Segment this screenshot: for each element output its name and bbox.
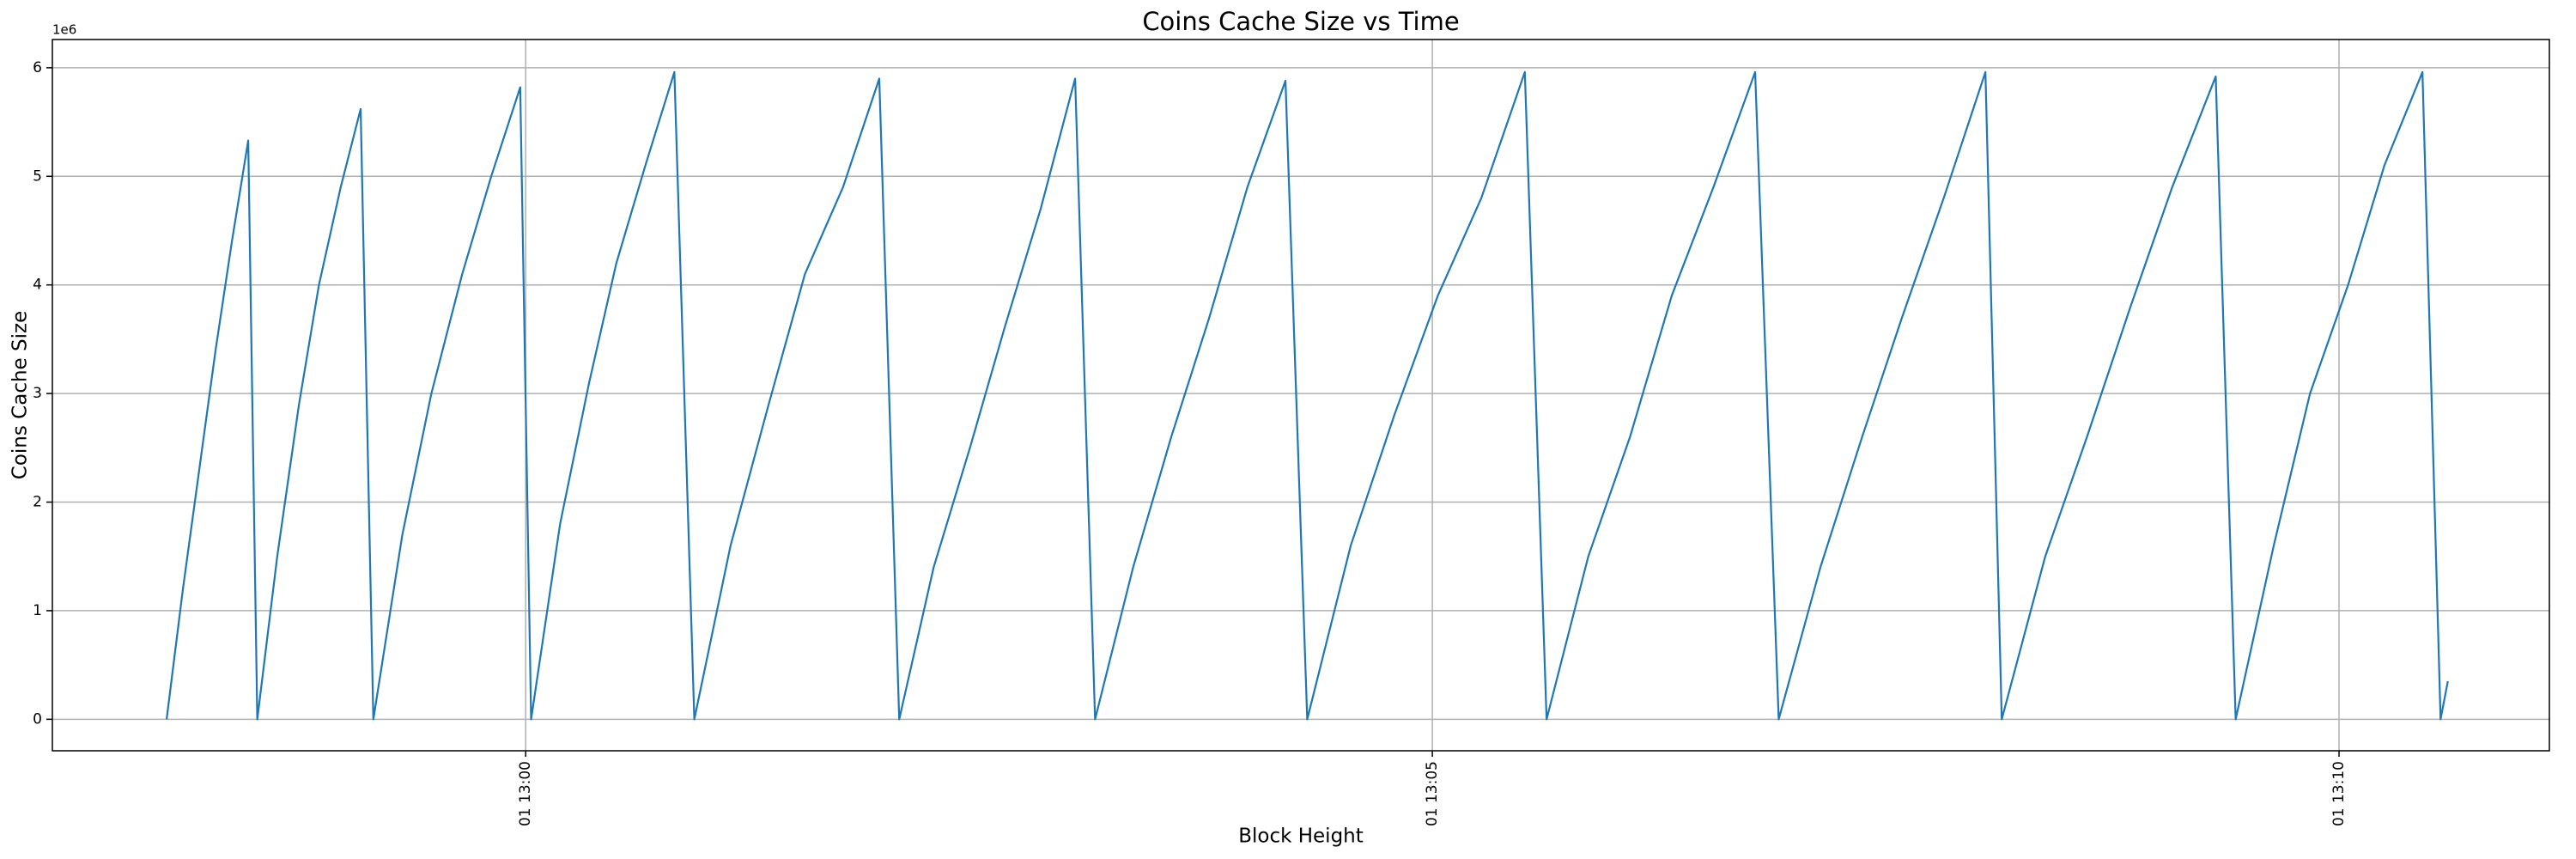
- x-tick-label: 01 13:00: [517, 761, 534, 826]
- y-tick-label: 4: [33, 277, 42, 294]
- y-tick-label: 2: [33, 494, 42, 511]
- plot-frame: [52, 39, 2550, 752]
- data-line: [165, 70, 2449, 721]
- x-axis-label: Block Height: [1238, 825, 1364, 848]
- y-tick-label: 0: [33, 710, 42, 728]
- chart-title: Coins Cache Size vs Time: [1142, 7, 1459, 36]
- x-tick-label: 01 13:05: [1424, 761, 1441, 826]
- y-offset-label: 1e6: [52, 22, 76, 38]
- x-tick-label: 01 13:10: [2330, 761, 2348, 826]
- y-tick-label: 5: [33, 168, 42, 185]
- y-tick-label: 1: [33, 602, 42, 619]
- y-tick-label: 6: [33, 59, 42, 76]
- y-axis-label: Coins Cache Size: [9, 311, 32, 479]
- y-tick-label: 3: [33, 385, 42, 402]
